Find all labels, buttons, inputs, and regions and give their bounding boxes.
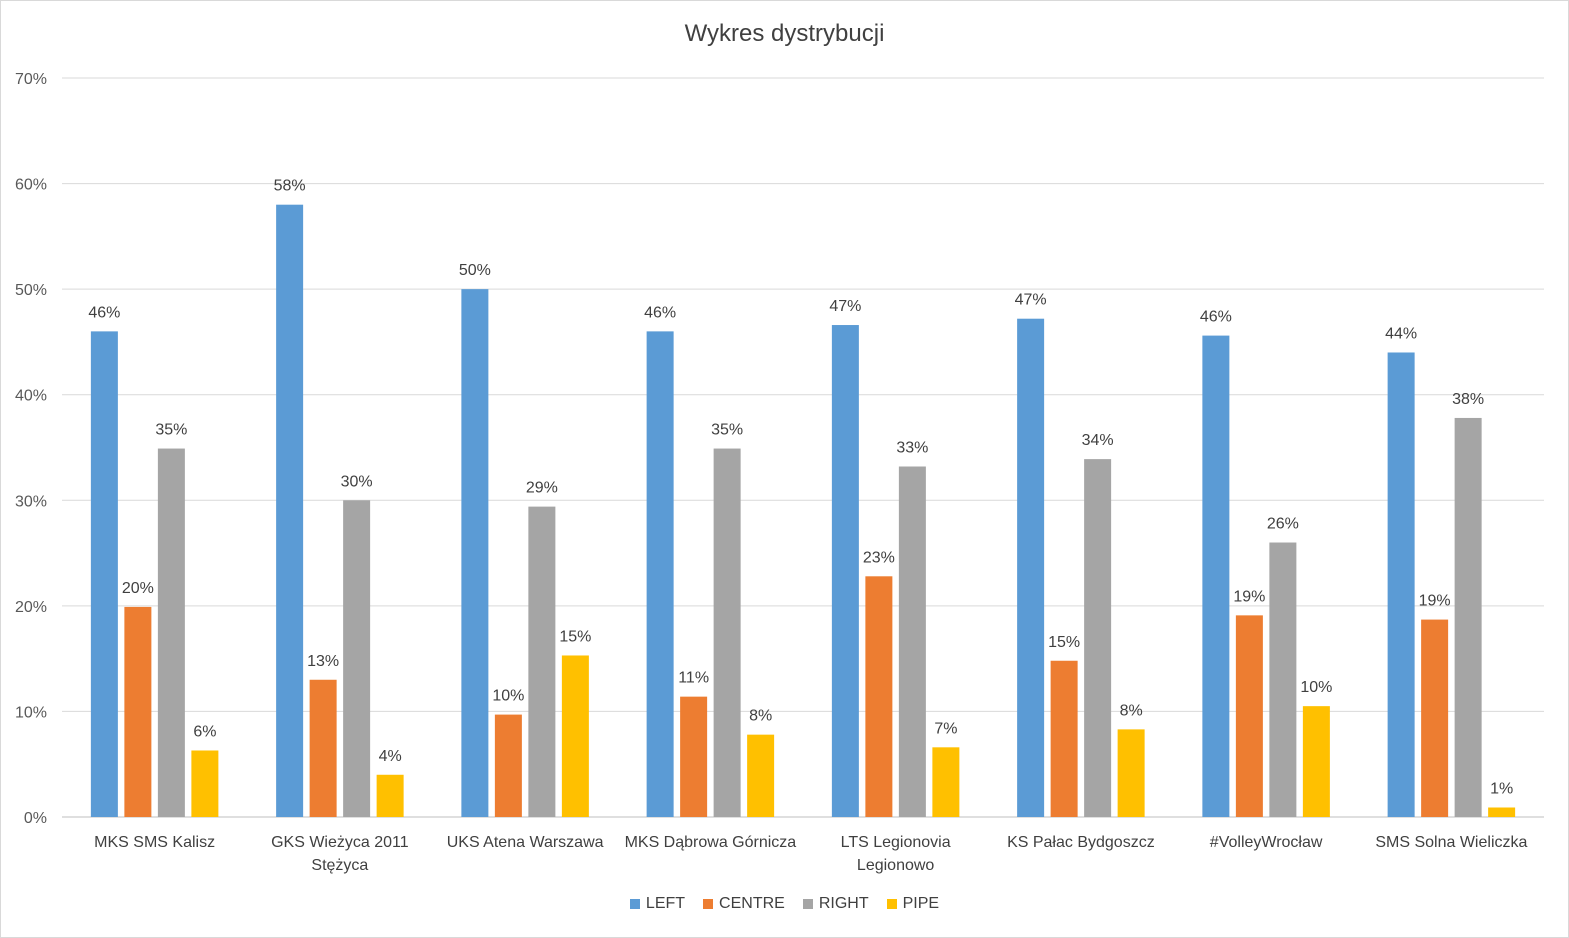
data-label: 35%: [155, 422, 187, 439]
data-label: 8%: [749, 708, 772, 725]
legend-label: PIPE: [902, 895, 940, 912]
bar-left: [461, 289, 489, 818]
y-tick-label: 40%: [15, 388, 47, 405]
data-label: 44%: [1385, 325, 1417, 342]
data-label: 47%: [829, 298, 861, 315]
data-label: 20%: [122, 580, 154, 597]
bar-left: [90, 331, 118, 817]
x-tick-label: LTS Legionovia: [841, 834, 951, 851]
bar-centre: [1421, 619, 1449, 817]
bar-left: [1017, 318, 1045, 817]
legend-swatch: [703, 899, 714, 909]
x-tick-label: Stężyca: [311, 857, 368, 874]
legend-swatch: [629, 899, 640, 909]
y-tick-label: 50%: [15, 282, 47, 299]
bar-left: [1387, 352, 1415, 817]
legend-label: LEFT: [645, 895, 686, 912]
legend-label: CENTRE: [719, 895, 785, 912]
bar-right: [713, 448, 741, 817]
legend-item-centre: CENTRE: [703, 895, 785, 913]
bar-left: [831, 325, 859, 817]
x-tick-label: MKS Dąbrowa Górnicza: [625, 834, 797, 851]
bar-left: [276, 204, 304, 817]
data-label: 46%: [1200, 309, 1232, 326]
bar-centre: [680, 696, 708, 817]
bar-right: [1269, 542, 1297, 817]
data-label: 33%: [896, 440, 928, 457]
data-label: 34%: [1082, 432, 1114, 449]
data-label: 10%: [492, 688, 524, 705]
y-tick-label: 60%: [15, 177, 47, 194]
bar-centre: [494, 714, 522, 817]
bar-right: [528, 506, 556, 817]
x-tick-label: SMS Solna Wieliczka: [1375, 834, 1527, 851]
bar-pipe: [747, 734, 775, 817]
data-label: 6%: [193, 723, 216, 740]
bar-right: [898, 466, 926, 817]
data-label: 46%: [644, 304, 676, 321]
bar-left: [1202, 335, 1230, 817]
bar-pipe: [191, 750, 219, 817]
data-label: 10%: [1300, 679, 1332, 696]
y-tick-label: 70%: [15, 71, 47, 88]
y-tick-label: 20%: [15, 599, 47, 616]
data-label: 7%: [934, 720, 957, 737]
bar-centre: [1235, 615, 1263, 817]
bar-centre: [865, 576, 893, 817]
bar-centre: [1050, 660, 1078, 817]
bar-pipe: [1488, 807, 1516, 817]
bar-right: [157, 448, 185, 817]
legend-item-left: LEFT: [629, 895, 686, 913]
data-label: 46%: [88, 304, 120, 321]
bar-right: [1454, 417, 1482, 817]
data-label: 8%: [1120, 702, 1143, 719]
bar-pipe: [561, 655, 589, 817]
bar-pipe: [932, 747, 960, 817]
data-label: 11%: [678, 670, 709, 687]
x-tick-label: GKS Wieżyca 2011: [271, 834, 409, 851]
x-tick-label: #VolleyWrocław: [1210, 834, 1323, 851]
data-label: 58%: [274, 178, 306, 195]
x-tick-label: KS Pałac Bydgoszcz: [1007, 834, 1155, 851]
y-tick-label: 0%: [24, 810, 47, 827]
legend: LEFT CENTRE RIGHT PIPE: [0, 895, 1569, 913]
bar-left: [646, 331, 674, 817]
x-tick-label: Legionowo: [857, 857, 935, 874]
data-label: 30%: [341, 473, 373, 490]
bar-right: [343, 500, 371, 817]
legend-label: RIGHT: [818, 895, 869, 912]
x-tick-label: MKS SMS Kalisz: [94, 834, 215, 851]
bar-right: [1084, 459, 1112, 817]
data-label: 23%: [863, 549, 895, 566]
data-label: 15%: [1048, 634, 1080, 651]
data-label: 26%: [1267, 516, 1299, 533]
y-tick-label: 10%: [15, 704, 47, 721]
bar-centre: [309, 679, 337, 817]
data-label: 47%: [1015, 292, 1047, 309]
data-label: 1%: [1490, 780, 1513, 797]
y-tick-label: 30%: [15, 493, 47, 510]
bar-pipe: [1117, 729, 1145, 817]
legend-swatch: [802, 899, 813, 909]
bar-centre: [124, 606, 152, 817]
data-label: 19%: [1419, 593, 1451, 610]
legend-item-right: RIGHT: [802, 895, 869, 913]
data-label: 4%: [379, 748, 402, 765]
data-label: 19%: [1233, 588, 1265, 605]
bar-pipe: [1302, 706, 1330, 817]
data-label: 35%: [711, 422, 743, 439]
chart-title: Wykres dystrybucji: [684, 20, 885, 47]
data-label: 50%: [459, 262, 491, 279]
bar-pipe: [376, 774, 404, 817]
legend-item-pipe: PIPE: [886, 895, 940, 913]
legend-swatch: [886, 899, 897, 909]
data-label: 15%: [559, 628, 591, 645]
x-tick-label: UKS Atena Warszawa: [447, 834, 604, 851]
data-label: 13%: [307, 653, 339, 670]
data-label: 38%: [1452, 391, 1484, 408]
data-label: 29%: [526, 480, 558, 497]
